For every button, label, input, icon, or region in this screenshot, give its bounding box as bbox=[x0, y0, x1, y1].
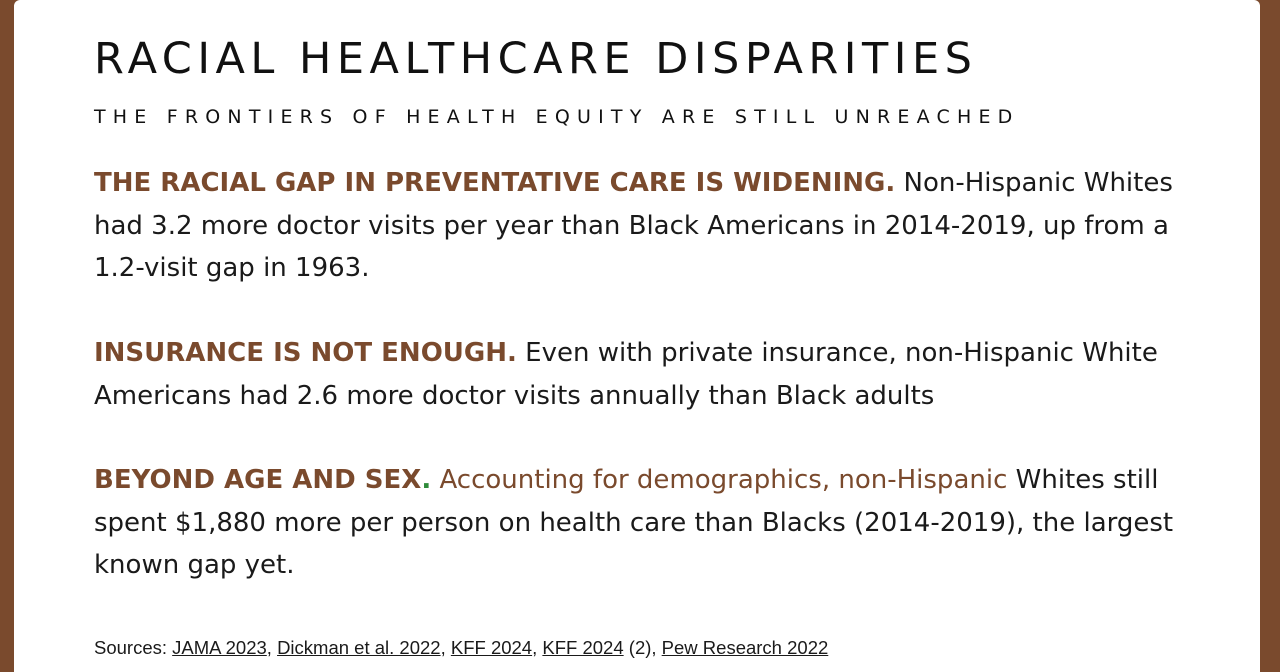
section-body: Non-Hispanic Whites had 3.2 more doctor … bbox=[94, 168, 1173, 283]
source-suffix: (2) bbox=[623, 637, 652, 658]
source-link-pew[interactable]: Pew Research 2022 bbox=[661, 637, 829, 658]
section-body: Whites still spent $1,880 more per perso… bbox=[94, 465, 1174, 580]
page-title: RACIAL HEALTHCARE DISPARITIES bbox=[94, 34, 978, 84]
section-lead: THE RACIAL GAP IN PREVENTATIVE CARE IS W… bbox=[94, 168, 896, 198]
section-body-highlight: Accounting for demographics, non-Hispani… bbox=[431, 465, 1008, 495]
section-lead: INSURANCE IS NOT ENOUGH. bbox=[94, 338, 517, 368]
source-separator: , bbox=[532, 637, 543, 658]
page-subtitle: THE FRONTIERS OF HEALTH EQUITY ARE STILL… bbox=[94, 106, 1020, 128]
source-link-kff-1[interactable]: KFF 2024 bbox=[450, 637, 533, 658]
section-age-sex: BEYOND AGE AND SEX. Accounting for demog… bbox=[94, 459, 1204, 587]
source-link-kff-2[interactable]: KFF 2024 bbox=[542, 637, 624, 658]
section-lead-period: . bbox=[421, 465, 432, 495]
section-lead: BEYOND AGE AND SEX bbox=[94, 465, 422, 495]
source-separator: , bbox=[266, 637, 278, 658]
sources-label: Sources: bbox=[94, 637, 173, 658]
section-body: Even with private insurance, non-Hispani… bbox=[94, 338, 1158, 411]
source-separator: , bbox=[651, 637, 662, 658]
source-link-dickman[interactable]: Dickman et al. 2022 bbox=[277, 637, 441, 658]
source-separator: , bbox=[440, 637, 451, 658]
content-card bbox=[14, 0, 1260, 672]
sources-line: Sources: JAMA 2023, Dickman et al. 2022,… bbox=[94, 637, 828, 659]
section-insurance: INSURANCE IS NOT ENOUGH. Even with priva… bbox=[94, 332, 1204, 417]
source-link-jama[interactable]: JAMA 2023 bbox=[172, 637, 267, 658]
section-preventative-care: THE RACIAL GAP IN PREVENTATIVE CARE IS W… bbox=[94, 162, 1204, 290]
